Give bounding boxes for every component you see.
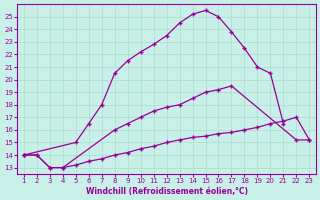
X-axis label: Windchill (Refroidissement éolien,°C): Windchill (Refroidissement éolien,°C) — [85, 187, 248, 196]
